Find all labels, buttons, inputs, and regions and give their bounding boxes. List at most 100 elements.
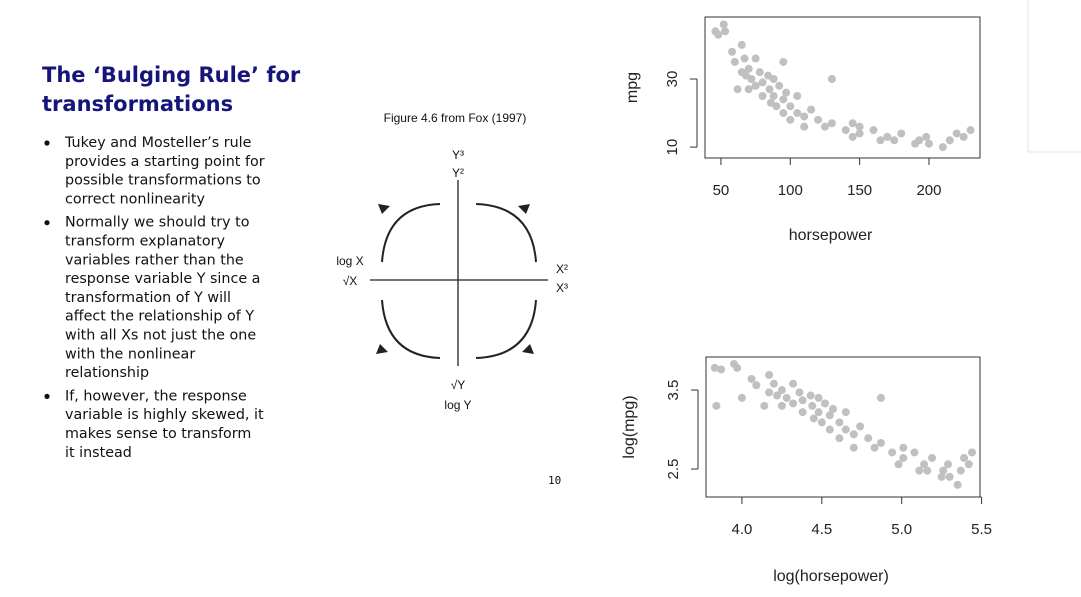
data-point (775, 81, 784, 90)
data-point (752, 381, 761, 390)
data-point (798, 408, 807, 417)
data-point (730, 57, 739, 66)
data-point (733, 363, 742, 372)
data-point (825, 411, 834, 420)
data-point (876, 136, 885, 145)
data-point (855, 129, 864, 138)
data-point (740, 54, 749, 63)
bullet-line: relationship (65, 365, 149, 381)
data-point (835, 418, 844, 427)
data-point (737, 40, 746, 49)
scatter-chart: 4.0 4.5 5.0 5.5 2.5 3.5 log(horsepower) log(mpg… (621, 356, 992, 585)
figure-caption: Figure 4.6 from Fox (1997) (384, 111, 527, 125)
data-point (737, 393, 746, 402)
data-point (721, 27, 730, 36)
diagram-label: Y² (452, 166, 464, 180)
bullet-line: possible transformations to (65, 173, 261, 189)
data-point (744, 85, 753, 94)
bullet-dot (44, 140, 50, 146)
data-point (890, 136, 899, 145)
data-point (760, 401, 769, 410)
data-point (769, 74, 778, 83)
x-tick-label: 50 (713, 182, 730, 199)
diagram-arrow (376, 344, 388, 354)
diagram-label: log Y (444, 398, 471, 412)
data-point (808, 401, 817, 410)
data-point (864, 434, 873, 443)
data-point (938, 143, 947, 152)
data-point (714, 30, 723, 39)
data-point (899, 453, 908, 462)
data-point (848, 119, 857, 128)
data-point (956, 466, 965, 475)
data-point (733, 85, 742, 94)
data-point (924, 139, 933, 148)
y-axis-title: log(mpg) (621, 395, 638, 458)
y-axis-title: mpg (624, 72, 641, 103)
x-axis-title: log(horsepower) (773, 568, 889, 585)
data-point (827, 119, 836, 128)
data-point (922, 132, 931, 141)
diagram-arc (475, 299, 537, 359)
bullet-line: affect the relationship of Y (65, 309, 254, 325)
data-point (717, 365, 726, 374)
bullet-line: If, however, the response (65, 388, 247, 404)
data-point (849, 430, 858, 439)
data-point (899, 443, 908, 452)
data-point (747, 74, 756, 83)
data-point (869, 126, 878, 135)
slide-title: transformations (42, 92, 233, 116)
data-point (773, 391, 782, 400)
data-point (937, 472, 946, 481)
data-point (758, 92, 767, 101)
bullet-line: transformation of Y will (65, 290, 231, 306)
slide-title: The ‘Bulging Rule’ for (42, 63, 301, 87)
data-point (915, 466, 924, 475)
data-point (814, 393, 823, 402)
diagram-arrow (522, 344, 534, 354)
data-point (795, 388, 804, 397)
data-point (821, 399, 830, 408)
data-point (827, 74, 836, 83)
data-point (920, 460, 929, 469)
diagram-label: √Y (451, 378, 466, 392)
bullet-line: correct nonlinearity (65, 191, 205, 207)
data-point (829, 404, 838, 413)
bullet-line: transform explanatory (65, 234, 225, 250)
data-point (800, 122, 809, 131)
data-point (782, 393, 791, 402)
diagram-label: X² (556, 262, 568, 276)
data-point (789, 379, 798, 388)
data-point (769, 379, 778, 388)
data-point (744, 64, 753, 73)
data-point (841, 425, 850, 434)
data-point (800, 112, 809, 121)
diagram-label: log X (336, 254, 363, 268)
data-point (945, 136, 954, 145)
data-point (841, 408, 850, 417)
diagram-label: X³ (556, 281, 568, 295)
data-point (915, 136, 924, 145)
data-point (848, 132, 857, 141)
data-point (876, 393, 885, 402)
data-point (820, 122, 829, 131)
data-point (786, 115, 795, 124)
data-point (809, 414, 818, 423)
data-point (856, 422, 865, 431)
data-point (765, 371, 774, 380)
data-point (939, 466, 948, 475)
data-point (923, 466, 932, 475)
data-point (966, 126, 975, 135)
diagram-arrow (518, 204, 530, 214)
charts: 50 100 150 200 10 30 horsepower mpg 4.0 4.5 5.0 5.5… (621, 16, 992, 585)
data-point (910, 448, 919, 457)
data-point (710, 363, 719, 372)
diagram-label: Y³ (452, 148, 464, 162)
x-tick-label: 5.5 (971, 521, 992, 538)
data-point (959, 132, 968, 141)
diagram-arc (381, 299, 441, 359)
x-tick-label: 200 (916, 182, 941, 199)
data-point (782, 88, 791, 97)
data-point (712, 401, 721, 410)
